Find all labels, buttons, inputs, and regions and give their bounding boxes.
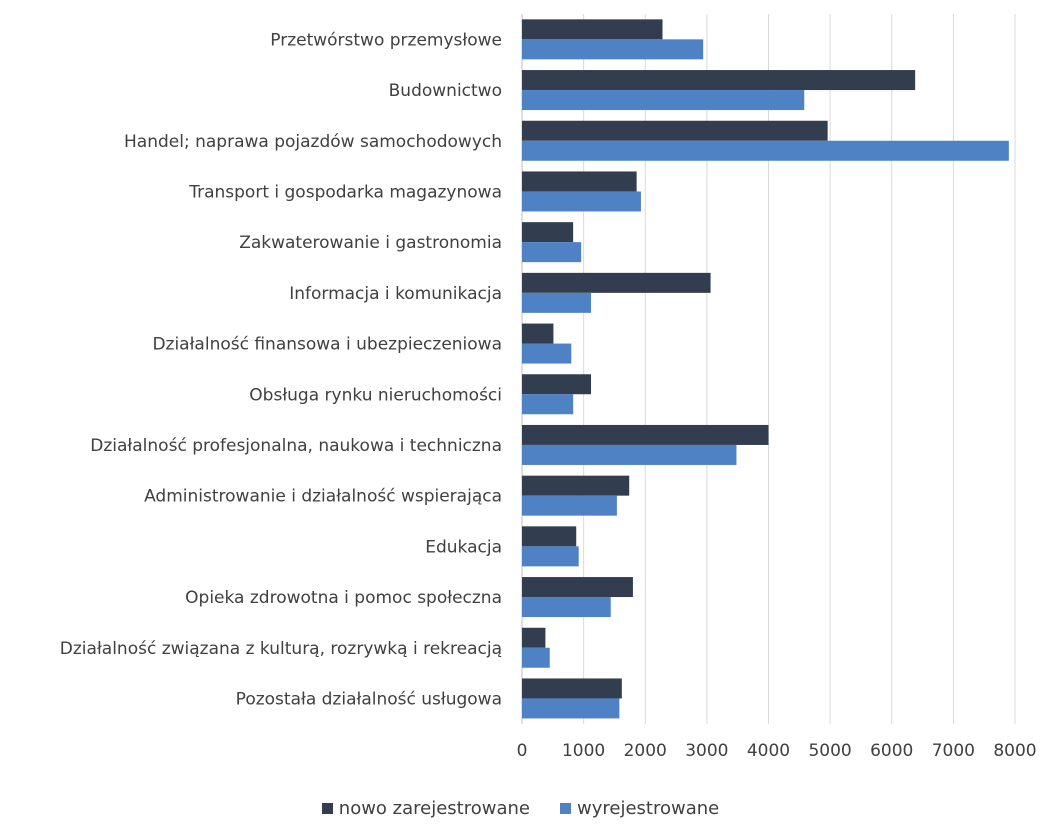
bar-new-registrations — [522, 70, 916, 91]
bar-new-registrations — [522, 19, 663, 40]
category-label: Informacja i komunikacja — [289, 284, 502, 304]
bar-new-registrations — [522, 374, 592, 395]
legend-swatch-deregistered — [559, 803, 571, 814]
bar-chart: Przetwórstwo przemysłowe Budownictwo Hande… — [60, 14, 1037, 761]
bar-deregistrations — [522, 191, 641, 212]
legend-swatch-new — [321, 803, 333, 814]
x-tick-label: 2000 — [624, 741, 667, 761]
bar-deregistrations — [522, 698, 620, 719]
x-tick-label: 7000 — [932, 741, 975, 761]
category-label: Działalność związana z kulturą, rozrywką… — [60, 639, 502, 659]
legend-label-new: nowo zarejestrowane — [338, 798, 530, 819]
bar-new-registrations — [522, 171, 637, 192]
bar-new-registrations — [522, 222, 574, 243]
bar-new-registrations — [522, 627, 546, 648]
bar-deregistrations — [522, 597, 611, 618]
bar-new-registrations — [522, 526, 577, 547]
category-label: Pozostała działalność usługowa — [236, 689, 502, 709]
bar-deregistrations — [522, 647, 550, 668]
x-tick-label: 5000 — [808, 741, 851, 761]
x-tick-labels: 0 1000 2000 3000 4000 5000 6000 7000 8000 — [517, 741, 1037, 761]
category-label: Przetwórstwo przemysłowe — [270, 30, 502, 50]
x-tick-label: 3000 — [685, 741, 728, 761]
bar-deregistrations — [522, 394, 574, 415]
bar-deregistrations — [522, 546, 579, 567]
category-label: Opieka zdrowotna i pomoc społeczna — [185, 588, 502, 608]
bar-new-registrations — [522, 272, 711, 293]
bar-deregistrations — [522, 90, 805, 111]
legend-item-deregistered: wyrejestrowane — [559, 798, 720, 819]
category-label: Administrowanie i działalność wspierając… — [144, 487, 502, 507]
bar-deregistrations — [522, 242, 582, 263]
x-tick-label: 6000 — [870, 741, 913, 761]
category-label: Edukacja — [425, 537, 502, 557]
bar-new-registrations — [522, 678, 622, 699]
bars — [522, 19, 1009, 719]
bar-new-registrations — [522, 120, 828, 141]
bar-deregistrations — [522, 292, 592, 313]
x-tick-label: 1000 — [562, 741, 605, 761]
legend-label-deregistered: wyrejestrowane — [576, 798, 720, 819]
legend: nowo zarejestrowane wyrejestrowane — [0, 798, 1041, 819]
category-label: Obsługa rynku nieruchomości — [249, 385, 502, 405]
category-label: Działalność finansowa i ubezpieczeniowa — [152, 335, 502, 355]
bar-new-registrations — [522, 475, 630, 496]
bar-deregistrations — [522, 39, 704, 60]
category-label: Zakwaterowanie i gastronomia — [239, 233, 502, 253]
bar-new-registrations — [522, 323, 554, 344]
category-labels: Przetwórstwo przemysłowe Budownictwo Hande… — [60, 30, 502, 709]
bar-deregistrations — [522, 343, 572, 364]
x-tick-label: 0 — [517, 741, 528, 761]
category-label: Budownictwo — [389, 81, 502, 101]
bar-deregistrations — [522, 444, 737, 465]
category-label: Transport i gospodarka magazynowa — [188, 182, 502, 202]
x-tick-label: 4000 — [747, 741, 790, 761]
category-label: Działalność profesjonalna, naukowa i tec… — [90, 436, 502, 456]
bar-deregistrations — [522, 495, 617, 516]
bar-deregistrations — [522, 140, 1009, 161]
bar-new-registrations — [522, 424, 769, 445]
category-label: Handel; naprawa pojazdów samochodowych — [124, 132, 502, 152]
gridlines — [521, 14, 1016, 724]
x-tick-label: 8000 — [993, 741, 1036, 761]
legend-item-new: nowo zarejestrowane — [321, 798, 530, 819]
bar-new-registrations — [522, 577, 633, 598]
